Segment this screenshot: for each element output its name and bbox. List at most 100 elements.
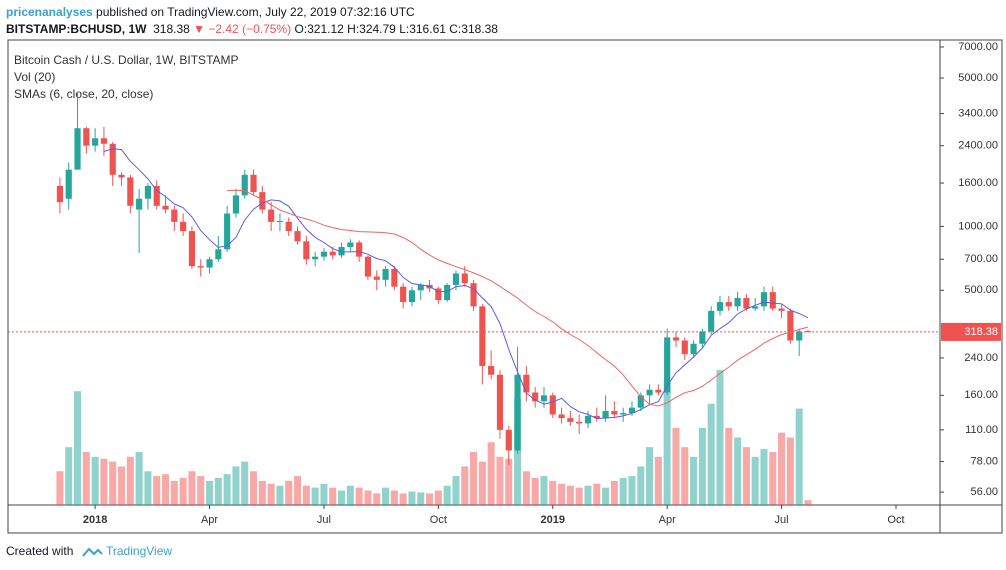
volume-bar <box>566 485 574 505</box>
volume-bar <box>443 485 451 505</box>
y-tick-label: 240.00 <box>964 352 998 364</box>
candle-body <box>567 418 574 422</box>
candle-body <box>382 268 389 280</box>
volume-bar <box>126 456 134 505</box>
y-tick-label: 78.00 <box>970 455 998 467</box>
candle-body <box>303 241 310 260</box>
x-tick-label: Jul <box>775 514 789 526</box>
candle-body <box>804 331 812 333</box>
symbol-line: BITSTAMP:BCHUSD, 1W 318.38 ▼ −2.42 (−0.7… <box>6 22 498 36</box>
candle-body <box>171 209 178 222</box>
volume-bar <box>100 458 108 505</box>
candle-body <box>514 374 521 451</box>
volume-bar <box>654 456 662 505</box>
volume-bar <box>716 370 724 505</box>
frame <box>7 39 1003 534</box>
volume-bar <box>56 471 64 505</box>
candle-body <box>364 256 372 277</box>
y-tick-label: 7000.00 <box>958 41 998 53</box>
volume-bar <box>144 471 152 505</box>
volume-bar <box>426 493 434 505</box>
candle-body <box>56 185 64 203</box>
volume-bar <box>804 500 812 505</box>
volume-bar <box>285 480 293 505</box>
volume-bar <box>593 483 601 505</box>
candle-body <box>285 221 292 232</box>
x-tick-label: Apr <box>659 514 676 526</box>
candle-body <box>461 273 468 284</box>
candle-body <box>628 407 636 414</box>
candle-body <box>778 308 785 311</box>
x-tick-label: Oct <box>887 514 904 526</box>
candle-body <box>734 297 741 307</box>
volume-bar <box>690 456 698 505</box>
footer-brand[interactable]: TradingView <box>106 544 172 558</box>
volume-bar <box>214 478 222 505</box>
candle-body <box>611 410 618 415</box>
volume-bar <box>786 437 794 505</box>
x-tick-label: 2018 <box>83 514 107 526</box>
volume-bar <box>540 476 548 505</box>
candle-body <box>787 310 794 341</box>
volume-bar <box>575 487 583 505</box>
volume-bar <box>707 403 715 505</box>
volume-bar <box>179 478 187 505</box>
volume-bar <box>232 466 240 505</box>
volume-bar <box>364 490 372 505</box>
volume-label: Vol (20) <box>14 70 55 84</box>
volume-bar <box>619 478 627 505</box>
y-tick-label: 110.00 <box>965 424 998 436</box>
candle-body <box>259 192 266 210</box>
volume-bar <box>294 476 302 505</box>
y-tick-label: 700.00 <box>964 253 998 265</box>
volume-bar <box>760 449 768 505</box>
candle-body <box>444 284 451 300</box>
candle-body <box>74 128 81 170</box>
candle-body <box>188 231 196 267</box>
volume-bar <box>452 476 460 505</box>
candle-body <box>452 273 460 285</box>
candle-body <box>540 395 548 402</box>
candle-body <box>743 297 750 309</box>
candle-body <box>620 413 627 415</box>
volume-bar <box>390 490 398 505</box>
candle-body <box>232 195 240 214</box>
candle-body <box>488 365 495 375</box>
candle-body <box>549 395 556 415</box>
candle-body <box>400 286 407 303</box>
volume-bar <box>531 478 539 505</box>
volume-bar <box>162 474 170 505</box>
symbol: BITSTAMP:BCHUSD, 1W <box>6 22 147 36</box>
candle-body <box>83 128 90 146</box>
y-tick-label: 160.00 <box>964 389 998 401</box>
volume-bar <box>417 492 425 505</box>
candle-body <box>127 177 134 206</box>
candle-body <box>408 290 416 303</box>
volume-bar <box>610 480 618 505</box>
candle-body <box>65 169 72 199</box>
volume-bar <box>637 466 645 505</box>
candle-body <box>505 429 512 451</box>
candle-body <box>92 138 99 146</box>
volume-bar <box>267 483 275 505</box>
y-tick-label: 1600.00 <box>958 177 998 189</box>
candle-body <box>224 213 231 250</box>
volume-bar <box>399 493 407 505</box>
volume-bar <box>82 451 90 505</box>
sma-label: SMAs (6, close, 20, close) <box>14 87 153 101</box>
volume-bar <box>153 476 161 505</box>
volume-bar <box>74 391 82 505</box>
volume-bar <box>681 447 689 505</box>
volume-bar <box>408 491 416 505</box>
volume-bar <box>478 461 486 505</box>
author[interactable]: pricenanalyses <box>6 5 93 19</box>
candle-body <box>276 221 284 223</box>
candle-body <box>681 340 688 355</box>
volume-bar <box>558 483 566 505</box>
candle-body <box>180 221 187 232</box>
candle-body <box>241 174 248 196</box>
volume-bar <box>170 480 178 505</box>
volume-bar <box>373 493 381 505</box>
volume-bar <box>135 451 143 505</box>
